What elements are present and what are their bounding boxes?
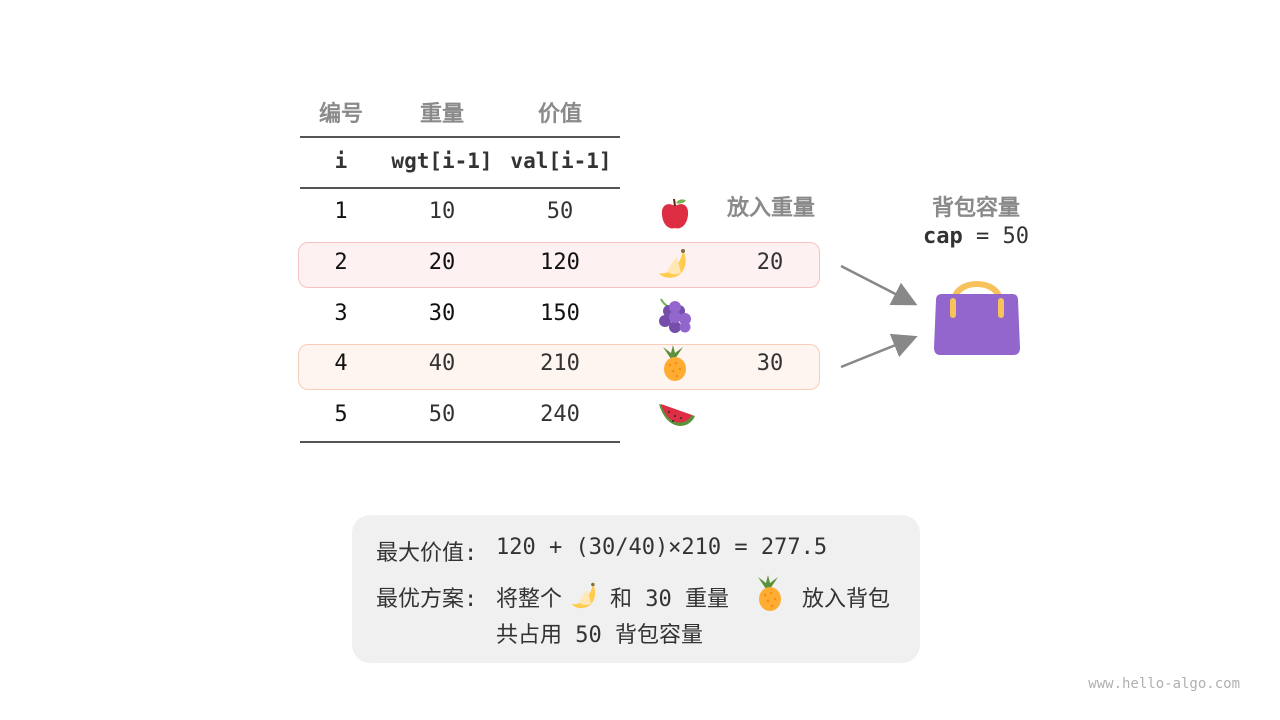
row-1-wgt: 10 bbox=[428, 199, 456, 224]
header-id: 编号 bbox=[318, 102, 363, 127]
row-3-i: 3 bbox=[334, 301, 348, 326]
cap-value: = 50 bbox=[976, 224, 1029, 249]
row-5-wgt: 50 bbox=[428, 402, 456, 427]
summary-box: 最大价值: 120 + (30/40)×210 = 277.5 最优方案: 将整… bbox=[352, 515, 920, 663]
banana-icon bbox=[571, 582, 596, 609]
row-3-wgt: 30 bbox=[428, 301, 456, 326]
bag-title: 背包容量 bbox=[931, 196, 1020, 221]
table-top-rule bbox=[300, 136, 620, 138]
row-5-val: 240 bbox=[540, 402, 580, 427]
row-4-put: 30 bbox=[756, 351, 784, 376]
subheader-wgt: wgt[i-1] bbox=[391, 149, 493, 173]
arrows bbox=[840, 264, 918, 369]
arrow-from-row-4 bbox=[840, 333, 918, 369]
row-5-i: 5 bbox=[334, 402, 348, 427]
banana-icon bbox=[659, 249, 686, 278]
plan-line-2: 共占用 50 背包容量 bbox=[496, 623, 703, 648]
bag-capacity: cap = 50 bbox=[906, 224, 1046, 249]
grapes-icon bbox=[659, 298, 691, 333]
header-weight: 重量 bbox=[419, 102, 464, 127]
handbag-icon bbox=[934, 281, 1020, 355]
pineapple-icon bbox=[663, 345, 686, 381]
cap-label: cap bbox=[923, 224, 963, 249]
table-bottom-rule bbox=[300, 441, 620, 443]
row-1-i: 1 bbox=[334, 199, 348, 224]
row-3-val: 150 bbox=[540, 301, 580, 326]
plan-text-2: 和 30 重量 bbox=[610, 587, 729, 612]
plan-text-1: 将整个 bbox=[496, 587, 563, 612]
highlight-row-4 bbox=[298, 344, 820, 390]
table-mid-rule bbox=[300, 187, 620, 189]
max-value-label: 最大价值: bbox=[376, 541, 478, 566]
header-value: 价值 bbox=[537, 102, 582, 127]
apple-icon bbox=[661, 198, 689, 229]
row-2-wgt: 20 bbox=[428, 250, 456, 275]
pineapple-icon bbox=[758, 575, 781, 611]
row-4-i: 4 bbox=[334, 351, 348, 376]
row-2-val: 120 bbox=[540, 250, 580, 275]
watermelon-icon bbox=[659, 404, 695, 426]
plan-label: 最优方案: bbox=[376, 587, 478, 612]
row-4-wgt: 40 bbox=[428, 351, 456, 376]
arrow-from-row-2 bbox=[840, 264, 918, 306]
subheader-i: i bbox=[334, 149, 348, 173]
row-1-val: 50 bbox=[546, 199, 574, 224]
max-value-formula: 120 + (30/40)×210 = 277.5 bbox=[496, 535, 828, 560]
plan-text-3: 放入背包 bbox=[802, 587, 891, 612]
subheader-val: val[i-1] bbox=[510, 149, 612, 173]
row-2-i: 2 bbox=[334, 250, 348, 275]
highlight-row-2 bbox=[298, 242, 820, 288]
row-4-val: 210 bbox=[540, 351, 580, 376]
row-2-put: 20 bbox=[756, 250, 784, 275]
watermark: www.hello-algo.com bbox=[1088, 676, 1240, 692]
put-weight-header: 放入重量 bbox=[726, 196, 815, 221]
